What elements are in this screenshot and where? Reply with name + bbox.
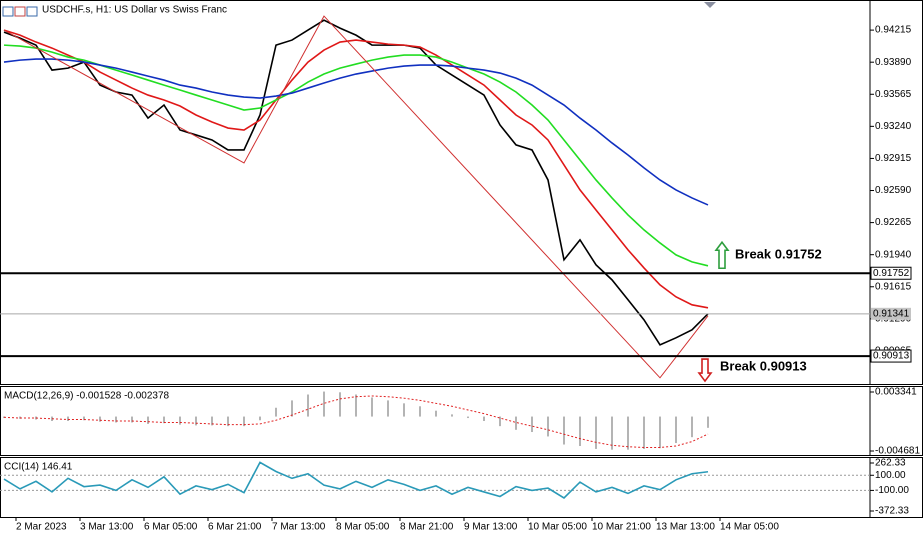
x-tick-label: 13 Mar 13:00 (656, 522, 715, 533)
histogram-bar (323, 391, 325, 417)
series-line (3, 19, 709, 346)
x-tick-label: 6 Mar 21:00 (208, 522, 262, 533)
histogram-bar (67, 416, 69, 421)
current-price-label: 0.91341 (873, 308, 910, 319)
icon (26, 6, 38, 17)
histogram-bar (339, 392, 341, 417)
histogram-bar (467, 416, 469, 419)
histogram-bar (707, 416, 709, 428)
y-tick-label: 0.91940 (875, 249, 912, 260)
histogram-bar (403, 403, 405, 417)
histogram-bar (563, 416, 565, 445)
histogram-bar (307, 394, 309, 417)
panel-title: USDCHF.s, H1: US Dollar vs Swiss Franc (42, 5, 227, 16)
shift-marker (704, 2, 716, 8)
histogram-bar (483, 416, 485, 421)
histogram-bar (291, 400, 293, 417)
price-box (870, 349, 912, 363)
histogram-bar (531, 416, 533, 433)
panel-title: MACD(12,26,9) -0.001528 -0.002378 (4, 391, 170, 402)
histogram-bar (419, 406, 421, 417)
histogram-bar (275, 407, 277, 417)
y-tick-label: -100.00 (875, 485, 909, 496)
zigzag-line (3, 15, 709, 379)
y-tick-label: 0.92915 (875, 153, 912, 164)
y-tick-label: 262.33 (875, 458, 906, 469)
level-price-label: 0.90913 (873, 351, 910, 362)
y-tick-label: 0.93890 (875, 57, 912, 68)
arrow-up (714, 240, 730, 270)
annotation: Break 0.90913 (720, 359, 807, 374)
histogram-bar (515, 416, 517, 430)
x-tick-label: 3 Mar 13:00 (80, 522, 134, 533)
histogram-bar (99, 416, 101, 422)
arrow-down (697, 358, 713, 383)
series-line (3, 44, 709, 267)
histogram-bar (355, 394, 357, 417)
histogram-bar (147, 416, 149, 424)
price-box (871, 307, 911, 320)
x-tick-label: 8 Mar 05:00 (336, 522, 390, 533)
histogram-bar (195, 416, 197, 426)
histogram-bar (595, 416, 597, 449)
y-tick-label: 0.93240 (875, 121, 912, 132)
series-line (3, 29, 709, 309)
x-tick-label: 10 Mar 21:00 (592, 522, 651, 533)
y-tick-label: 0.92265 (875, 217, 912, 228)
y-tick-label: 0.92590 (875, 185, 912, 196)
histogram-bar (371, 397, 373, 417)
histogram-bar (227, 416, 229, 427)
histogram-bar (243, 416, 245, 427)
histogram-bar (611, 416, 613, 450)
histogram-bar (691, 416, 693, 438)
histogram-bar (163, 416, 165, 424)
icon (2, 6, 14, 17)
x-tick-label: 2 Mar 2023 (16, 522, 67, 533)
histogram-bar (659, 416, 661, 449)
level-price-label: 0.91752 (873, 268, 910, 279)
histogram-bar (499, 416, 501, 427)
histogram-bar (131, 416, 133, 423)
histogram-bar (115, 416, 117, 423)
histogram-bar (547, 416, 549, 437)
x-tick-label: 7 Mar 13:00 (272, 522, 326, 533)
icon (14, 6, 26, 17)
y-tick-label: 0.003341 (875, 387, 917, 398)
x-tick-label: 14 Mar 05:00 (720, 522, 779, 533)
histogram-bar (451, 414, 453, 417)
series-line (3, 395, 709, 448)
histogram-bar (211, 416, 213, 426)
histogram-bar (387, 400, 389, 417)
panel-title: CCI(14) 146.41 (4, 462, 73, 473)
histogram-bar (579, 416, 581, 446)
y-tick-label: 0.94215 (875, 25, 912, 36)
x-tick-label: 6 Mar 05:00 (144, 522, 198, 533)
y-tick-label: -0.004681 (875, 446, 920, 457)
y-tick-label: -372.33 (875, 506, 909, 517)
x-tick-label: 10 Mar 05:00 (528, 522, 587, 533)
y-tick-label: 0.91615 (875, 281, 912, 292)
x-tick-label: 8 Mar 21:00 (400, 522, 454, 533)
histogram-bar (179, 416, 181, 425)
series-line (3, 461, 709, 499)
annotation: Break 0.91752 (735, 247, 822, 262)
y-tick-label: 0.93565 (875, 89, 912, 100)
histogram-bar (83, 416, 85, 421)
histogram-bar (675, 416, 677, 444)
x-tick-label: 9 Mar 13:00 (464, 522, 518, 533)
histogram-bar (435, 410, 437, 417)
histogram-bar (627, 416, 629, 450)
price-box (870, 266, 912, 280)
histogram-bar (259, 416, 261, 421)
y-tick-label: 100.00 (875, 470, 906, 481)
series-line (3, 58, 709, 206)
histogram-bar (643, 416, 645, 449)
